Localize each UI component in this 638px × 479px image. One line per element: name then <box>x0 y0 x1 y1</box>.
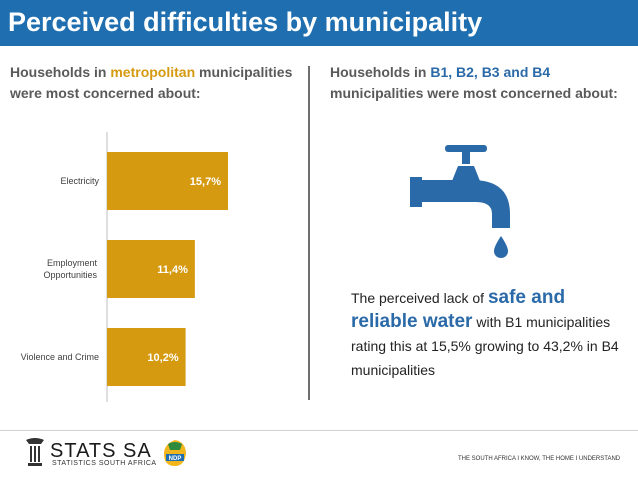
note-end: with B1 municipalities rating this at 15… <box>351 314 619 378</box>
category-label: Violence and Crime <box>21 352 99 362</box>
stats-sa-subtitle: STATISTICS SOUTH AFRICA <box>52 460 157 467</box>
right-heading-highlight: B1, B2, B3 and B4 <box>430 64 551 80</box>
ndp-logo-text: NDP <box>169 456 182 462</box>
footer-divider <box>0 430 638 431</box>
stats-sa-logo <box>26 438 44 466</box>
data-label: 15,7% <box>190 176 221 188</box>
ndp-logo: NDP <box>164 440 186 466</box>
left-heading-highlight: metropolitan <box>110 64 196 80</box>
note-start: The perceived lack of <box>351 290 488 306</box>
title-bar: Perceived difficulties by municipality <box>0 0 638 46</box>
bar-chart: 15,7% Electricity 11,4% Employment Opportuni… <box>21 132 228 402</box>
right-heading-end: municipalities were most concerned about… <box>330 85 618 101</box>
note-highlight: safe and reliable water <box>351 287 566 332</box>
page-title: Perceived difficulties by municipality <box>8 7 483 37</box>
right-heading-start: Households in <box>330 64 431 80</box>
bar <box>107 152 228 210</box>
bar <box>107 328 186 386</box>
left-heading: Households in metropolitan municipalitie… <box>10 62 300 104</box>
left-heading-end: municipalities were most concerned about… <box>10 64 293 101</box>
stats-sa-name: STATS SA <box>50 440 152 462</box>
footer-tagline: THE SOUTH AFRICA I KNOW, THE HOME I UNDE… <box>458 456 621 462</box>
left-heading-start: Households in <box>10 64 111 80</box>
panel-divider <box>308 66 310 400</box>
category-label: Electricity <box>60 176 99 186</box>
data-label: 11,4% <box>157 264 188 276</box>
right-heading: Households in B1, B2, B3 and B4 municipa… <box>330 62 625 104</box>
category-label: Employment Opportunities <box>43 258 97 280</box>
bar <box>107 240 195 298</box>
data-label: 10,2% <box>147 352 178 364</box>
water-note: The perceived lack of safe and reliable … <box>351 286 631 382</box>
water-tap-icon <box>410 145 510 258</box>
